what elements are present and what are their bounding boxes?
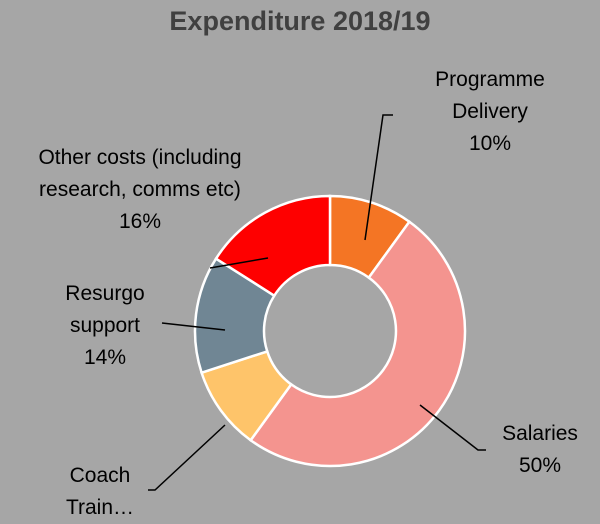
value-label: 16% — [118, 210, 162, 233]
leader-line — [209, 257, 269, 269]
slice — [248, 220, 467, 468]
slice-label: Programme Delivery 10% — [395, 64, 585, 160]
value-label: 50% — [518, 454, 562, 477]
slice-label: Other costs (including research, comms e… — [5, 142, 275, 238]
leader-line — [419, 404, 486, 451]
leader-line — [148, 424, 226, 491]
category-label: Coach Train… — [65, 464, 135, 519]
category-label: Programme Delivery — [435, 68, 545, 123]
donut — [193, 194, 467, 468]
value-label: 14% — [83, 346, 127, 369]
slice — [214, 194, 332, 298]
category-label: Resurgo support — [65, 282, 145, 337]
value-label: 10% — [468, 132, 512, 155]
slice-label: Resurgo support 14% — [40, 278, 170, 374]
slice-label: Coach Train… — [50, 460, 150, 524]
slice-label: Salaries 50% — [470, 418, 600, 482]
chart-title: Expenditure 2018/19 — [169, 6, 431, 36]
category-label: Other costs (including research, comms e… — [38, 146, 242, 201]
leader-lines — [148, 114, 486, 491]
leader-line — [364, 114, 393, 241]
category-label: Salaries — [502, 422, 578, 445]
leader-line — [161, 322, 226, 331]
